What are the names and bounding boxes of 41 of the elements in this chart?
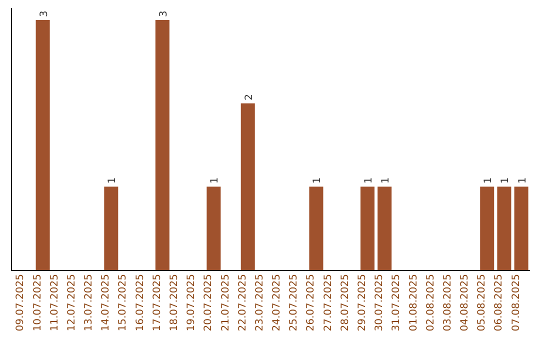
data-label: 1	[312, 177, 324, 184]
x-tick-label: 27.07.2025	[322, 274, 334, 332]
x-tick-label: 23.07.2025	[254, 274, 266, 332]
x-tick-label: 10.07.2025	[32, 274, 44, 332]
x-tick-label: 16.07.2025	[134, 274, 146, 332]
x-tick-label: 19.07.2025	[186, 274, 198, 332]
x-tick-label: 14.07.2025	[100, 274, 112, 332]
x-tick-label: 20.07.2025	[203, 274, 214, 332]
data-label: 1	[107, 177, 118, 184]
x-tick-label: 25.07.2025	[288, 274, 300, 332]
data-label: 2	[244, 94, 255, 100]
data-label: 3	[38, 10, 50, 17]
x-tick-label: 13.07.2025	[84, 274, 95, 332]
x-tick-label: 02.08.2025	[425, 274, 436, 332]
x-tick-label: 18.07.2025	[169, 274, 180, 332]
data-label: 1	[380, 177, 392, 184]
x-tick-label: 17.07.2025	[152, 274, 163, 332]
x-tick-label: 24.07.2025	[272, 274, 283, 332]
data-label: 1	[210, 177, 221, 184]
data-label: 3	[158, 10, 170, 17]
x-tick-label: 01.08.2025	[408, 274, 420, 332]
x-tick-label: 11.07.2025	[49, 274, 60, 332]
x-tick-label: 21.07.2025	[220, 274, 232, 332]
x-tick-label: 22.07.2025	[237, 274, 248, 332]
data-label: 1	[363, 177, 374, 184]
x-tick-label: 12.07.2025	[66, 274, 78, 332]
x-tick-label: 15.07.2025	[118, 274, 129, 332]
x-tick-label: 26.07.2025	[306, 274, 317, 332]
x-tick-label: 09.07.2025	[15, 274, 26, 332]
x-tick-label: 30.07.2025	[374, 274, 386, 332]
x-tick-label: 31.07.2025	[391, 274, 402, 332]
data-label: 1	[517, 177, 528, 184]
data-label: 1	[500, 177, 512, 184]
x-tick-label: 28.07.2025	[340, 274, 351, 332]
x-tick-label: 06.08.2025	[494, 274, 505, 332]
x-tick-label: 29.07.2025	[356, 274, 368, 332]
x-tick-label: 05.08.2025	[476, 274, 488, 332]
data-label: 1	[483, 177, 494, 184]
x-tick-label: 04.08.2025	[460, 274, 471, 332]
x-tick-label: 07.08.2025	[510, 274, 522, 332]
x-tick-label: 03.08.2025	[442, 274, 454, 332]
